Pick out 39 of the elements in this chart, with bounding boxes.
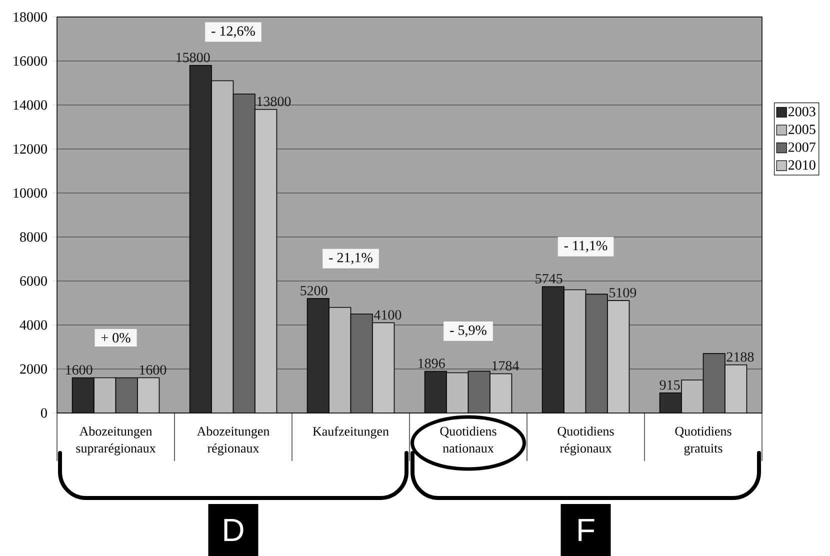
y-tick-label: 4000 <box>20 320 47 330</box>
data-label: 13800 <box>257 96 291 106</box>
annotation: - 12,6% <box>212 26 255 38</box>
y-tick-label: 18000 <box>14 12 47 22</box>
data-label: 5109 <box>610 288 636 298</box>
y-tick-label: 14000 <box>14 100 47 110</box>
x-tick-label: Quotidiens régionaux <box>558 426 614 456</box>
y-tick-label: 12000 <box>14 144 47 154</box>
x-tick-label: Kaufzeitungen <box>312 426 389 438</box>
legend-label: 2010 <box>788 160 816 170</box>
annotation: + 0% <box>101 333 130 343</box>
annotation: - 5,9% <box>450 325 486 337</box>
x-tick-label: Quotidiens nationaux <box>440 426 496 453</box>
annotation: - 21,1% <box>329 252 372 264</box>
data-label: 15800 <box>176 52 210 62</box>
x-tick-label: Abozeitungen suprarégionaux <box>76 426 156 456</box>
x-tick-label: Abozeitungen régionaux <box>196 426 270 456</box>
data-label: 1896 <box>418 358 445 368</box>
legend-label: 2007 <box>788 142 816 152</box>
y-tick-label: 2000 <box>20 364 47 374</box>
data-label: 4100 <box>374 310 402 320</box>
y-tick-label: 0 <box>41 408 47 418</box>
text: F <box>578 518 594 541</box>
data-label: 1784 <box>492 361 519 371</box>
x-tick-label: Quotidiens gratuits <box>675 426 732 456</box>
data-label: 1600 <box>66 365 92 375</box>
y-tick-label: 10000 <box>14 188 47 198</box>
text: D <box>224 518 244 541</box>
y-tick-label: 16000 <box>14 56 47 66</box>
legend-label: 2005 <box>788 124 816 134</box>
y-tick-label: 6000 <box>20 276 47 286</box>
data-label: 5200 <box>300 286 328 296</box>
legend-label: 2003 <box>788 106 816 116</box>
data-label: 2188 <box>726 352 754 362</box>
data-label: 1600 <box>140 365 166 375</box>
y-tick-label: 8000 <box>20 232 47 242</box>
data-label: 5745 <box>536 274 562 284</box>
data-label: 915 <box>660 380 680 390</box>
annotation: - 11,1% <box>564 240 608 252</box>
